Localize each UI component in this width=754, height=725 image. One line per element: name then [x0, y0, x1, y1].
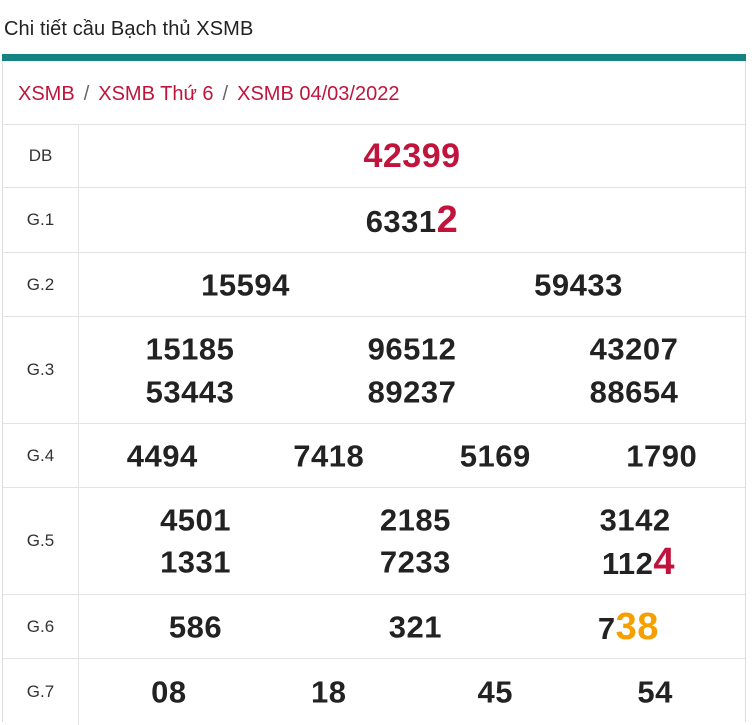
prize-values: 63312 [79, 188, 745, 252]
prize-row-db: DB 42399 [3, 125, 745, 188]
prize-number: 586 [168, 609, 223, 644]
prize-number: 18 [311, 674, 347, 710]
prize-row-g2: G.2 15594 59433 [3, 253, 745, 317]
prize-number: 1790 [626, 438, 698, 473]
prize-number: 15594 [201, 267, 290, 302]
prize-number: 08 [151, 674, 187, 710]
highlighted-digit: 2 [436, 199, 459, 241]
breadcrumb: XSMB / XSMB Thứ 6 / XSMB 04/03/2022 [18, 83, 399, 106]
breadcrumb-link-xsmb-date[interactable]: XSMB 04/03/2022 [237, 83, 400, 105]
prize-row-g5: G.5 4501 2185 3142 1331 7233 1124 [3, 488, 745, 595]
prize-label: G.4 [3, 424, 79, 487]
prize-number-special: 42399 [363, 137, 461, 175]
prize-label: G.1 [3, 188, 79, 252]
prize-number: 89237 [367, 374, 457, 410]
prize-label: G.6 [3, 595, 79, 658]
prize-number-prefix: 112 [601, 546, 654, 581]
breadcrumb-link-xsmb-thu6[interactable]: XSMB Thứ 6 [98, 83, 214, 105]
prize-row-g3: G.3 15185 96512 43207 53443 89237 88654 [3, 317, 745, 424]
prize-values: 15185 96512 43207 53443 89237 88654 [79, 317, 745, 423]
prize-label: G.2 [3, 253, 79, 316]
breadcrumb-link-xsmb[interactable]: XSMB [18, 83, 75, 105]
prize-values: 08 18 45 54 [79, 659, 745, 725]
prize-number: 4494 [126, 438, 198, 473]
prize-number: 738 [598, 608, 659, 646]
prize-number: 96512 [367, 331, 457, 367]
prize-number: 2185 [379, 502, 451, 538]
prize-number: 15185 [145, 331, 235, 367]
highlighted-digits: 38 [615, 605, 659, 648]
prize-row-g7: G.7 08 18 45 54 [3, 659, 745, 725]
prize-row-g6: G.6 586 321 738 [3, 595, 745, 659]
prize-values: 15594 59433 [79, 253, 745, 316]
prize-number: 1124 [602, 543, 675, 581]
prize-number: 7418 [293, 438, 365, 473]
prize-number: 63312 [366, 201, 459, 239]
prize-values: 4501 2185 3142 1331 7233 1124 [79, 488, 745, 594]
prize-number: 45 [477, 674, 513, 710]
breadcrumb-separator: / [222, 83, 229, 105]
prize-number: 88654 [589, 374, 679, 410]
prize-number: 7233 [379, 544, 451, 580]
prize-number: 321 [388, 609, 442, 644]
breadcrumb-separator: / [83, 83, 90, 105]
prize-number: 5169 [459, 438, 531, 473]
prize-number-prefix: 6331 [365, 204, 437, 239]
prize-number: 1331 [160, 544, 232, 580]
prize-label: G.7 [3, 659, 79, 725]
prize-number: 3142 [599, 502, 671, 538]
prize-number: 54 [637, 674, 673, 710]
page-title: Chi tiết cầu Bạch thủ XSMB [4, 18, 254, 40]
prize-row-g4: G.4 4494 7418 5169 1790 [3, 424, 745, 488]
prize-number: 43207 [589, 331, 679, 367]
results-table: DB 42399 G.1 63312 G.2 15594 59433 G.3 1… [3, 124, 745, 725]
prize-number: 59433 [534, 267, 623, 302]
prize-label: G.3 [3, 317, 79, 423]
prize-values: 4494 7418 5169 1790 [79, 424, 745, 487]
prize-label: G.5 [3, 488, 79, 594]
prize-number: 53443 [145, 374, 235, 410]
title-divider [2, 54, 746, 61]
highlighted-digit: 4 [653, 541, 676, 583]
results-panel: XSMB / XSMB Thứ 6 / XSMB 04/03/2022 DB 42399… [2, 61, 746, 725]
prize-row-g1: G.1 63312 [3, 188, 745, 253]
prize-label: DB [3, 125, 79, 187]
prize-values: 586 321 738 [79, 595, 745, 658]
prize-values: 42399 [79, 125, 745, 187]
prize-number-prefix: 7 [597, 610, 616, 646]
prize-number: 4501 [160, 502, 232, 538]
